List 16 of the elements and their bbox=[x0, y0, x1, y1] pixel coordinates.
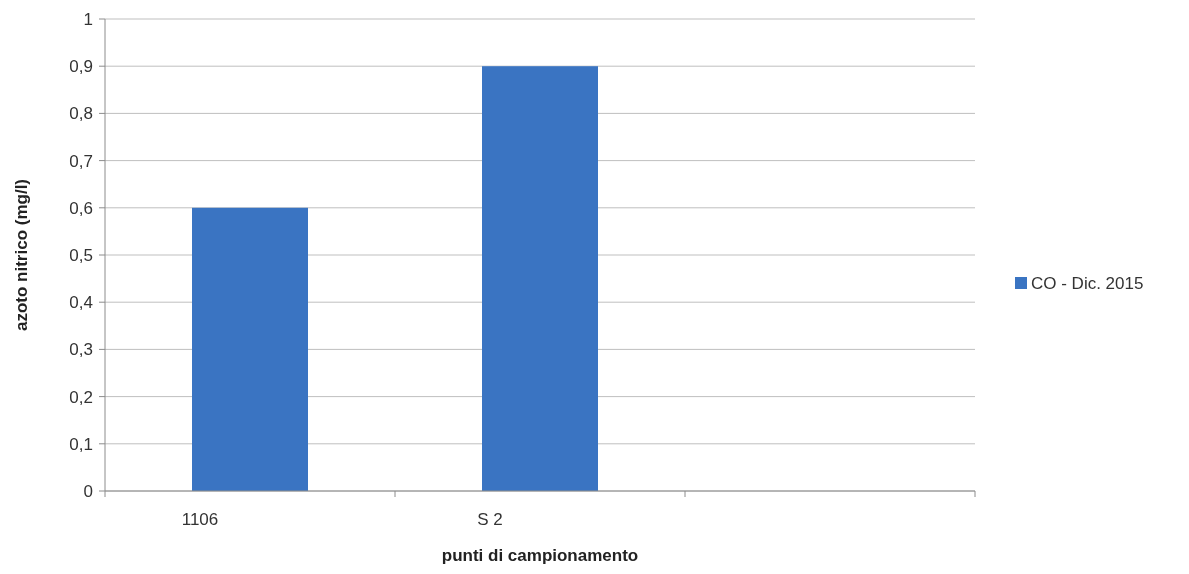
y-tick-label: 0,8 bbox=[69, 104, 93, 124]
y-tick-label: 0,2 bbox=[69, 387, 93, 407]
x-axis-title: punti di campionamento bbox=[441, 546, 639, 565]
y-tick-label: 0,7 bbox=[69, 151, 93, 171]
x-tick-label: 1106 bbox=[181, 510, 219, 529]
x-tick-label: S 2 bbox=[477, 510, 503, 529]
y-tick-label: 0,5 bbox=[69, 245, 93, 265]
y-tick-label: 0 bbox=[83, 481, 93, 501]
y-tick-label: 0,6 bbox=[69, 198, 93, 218]
y-tick-label: 0,9 bbox=[69, 57, 93, 77]
y-axis-title: azoto nitrico (mg/l) bbox=[12, 178, 31, 332]
y-tick-label: 0,3 bbox=[69, 340, 93, 360]
y-tick-label: 0,4 bbox=[69, 293, 93, 313]
y-tick-label: 1 bbox=[83, 9, 93, 29]
legend-label: CO - Dic. 2015 bbox=[1031, 273, 1144, 293]
y-tick-label: 0,1 bbox=[69, 434, 93, 454]
